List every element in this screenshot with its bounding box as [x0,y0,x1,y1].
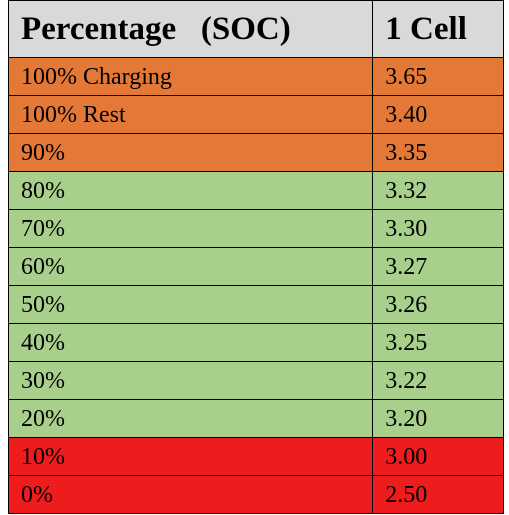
voltage-cell: 3.30 [372,209,504,248]
voltage-cell: 3.35 [372,133,504,172]
table-row: 50% 3.26 [7,285,504,324]
table-row: 70% 3.30 [7,209,504,248]
voltage-cell: 3.26 [372,285,504,324]
percentage-cell: 100% Charging [7,57,374,96]
percentage-cell: 70% [7,209,374,248]
voltage-cell: 3.00 [372,437,504,476]
percentage-cell: 0% [7,475,374,514]
percentage-cell: 90% [7,133,374,172]
table-row: 90% 3.35 [7,133,504,172]
table-row: 0% 2.50 [7,475,504,514]
table-row: 30% 3.22 [7,361,504,400]
percentage-cell: 80% [7,171,374,210]
voltage-cell: 3.27 [372,247,504,286]
header-row: Percentage (SOC) 1 Cell [7,0,504,58]
header-percentage-soc: Percentage (SOC) [7,0,374,58]
table-header: Percentage (SOC) 1 Cell [7,0,504,58]
header-1-cell-label: 1 Cell [385,10,467,47]
table-row: 100% Charging 3.65 [7,57,504,96]
header-1-cell: 1 Cell [372,0,504,58]
percentage-cell: 60% [7,247,374,286]
percentage-cell: 40% [7,323,374,362]
percentage-cell: 10% [7,437,374,476]
percentage-cell: 30% [7,361,374,400]
voltage-cell: 3.40 [372,95,504,134]
voltage-cell: 3.20 [372,399,504,438]
header-percentage-soc-label: Percentage (SOC) [21,10,291,47]
table-row: 80% 3.32 [7,171,504,210]
voltage-cell: 2.50 [372,475,504,514]
voltage-cell: 3.25 [372,323,504,362]
voltage-cell: 3.32 [372,171,504,210]
percentage-cell: 20% [7,399,374,438]
table-row: 40% 3.25 [7,323,504,362]
voltage-cell: 3.22 [372,361,504,400]
table-row: 100% Rest 3.40 [7,95,504,134]
percentage-cell: 50% [7,285,374,324]
table-row: 10% 3.00 [7,437,504,476]
voltage-cell: 3.65 [372,57,504,96]
soc-voltage-table: Percentage (SOC) 1 Cell 100% Charging 3.… [7,0,504,514]
table-body: 100% Charging 3.65 100% Rest 3.40 90% 3.… [7,57,504,514]
table-row: 60% 3.27 [7,247,504,286]
percentage-cell: 100% Rest [7,95,374,134]
table-row: 20% 3.20 [7,399,504,438]
